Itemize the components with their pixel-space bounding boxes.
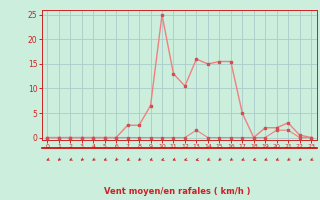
Text: Vent moyen/en rafales ( km/h ): Vent moyen/en rafales ( km/h ) xyxy=(104,187,251,196)
